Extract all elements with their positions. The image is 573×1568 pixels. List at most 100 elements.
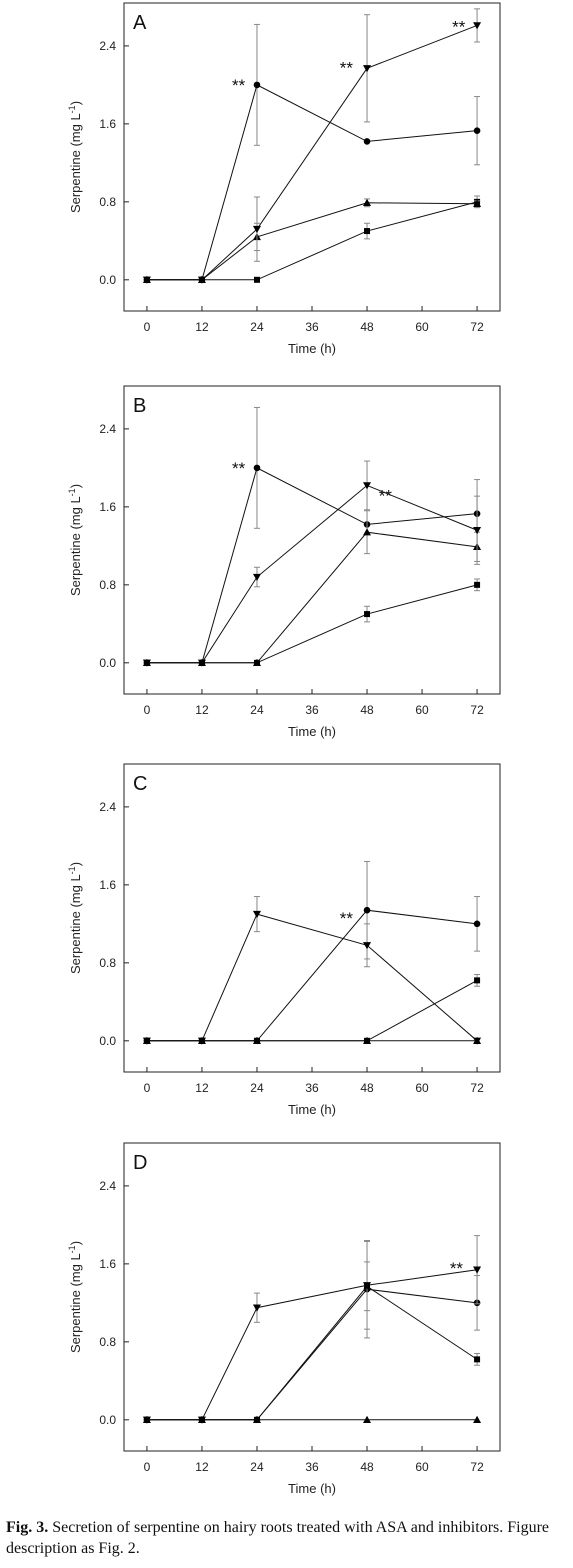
panel-d-y-tick-label: 0.0 bbox=[99, 1413, 116, 1427]
panel-a-series-triangle-up bbox=[142, 198, 482, 284]
panel-b-y-tick-label: 0.8 bbox=[99, 578, 116, 592]
panel-d-data-point bbox=[473, 1266, 482, 1274]
panel-a-data-point bbox=[142, 276, 151, 284]
panel-a-x-tick-label: 0 bbox=[144, 320, 151, 334]
panel-d: D 0 12 24 36 48 60 72 0.0 0.8 1.6 2.4 Time (h) Serpen… bbox=[67, 1142, 501, 1496]
panel-d-x-tick-label: 12 bbox=[195, 1460, 209, 1474]
panel-d-series-triangle-down bbox=[142, 1235, 482, 1424]
panel-d-data-point bbox=[252, 1415, 261, 1424]
caption-label: Fig. 3. bbox=[6, 1519, 49, 1536]
panel-d-y-tick-label: 2.4 bbox=[99, 1179, 116, 1193]
panel-a-label: A bbox=[133, 12, 147, 34]
panel-c-x-tick-label: 36 bbox=[305, 1081, 319, 1095]
panel-d-y-tick-label: 0.8 bbox=[99, 1335, 116, 1349]
panel-c-label: C bbox=[133, 773, 147, 795]
panel-b-data-point bbox=[197, 659, 206, 667]
panel-b-x-tick-label: 48 bbox=[360, 703, 374, 717]
panel-a-x-tick-label: 48 bbox=[360, 320, 374, 334]
panel-a-x-tick-label: 12 bbox=[195, 320, 209, 334]
panel-d-series-line bbox=[146, 1285, 478, 1421]
panel-a-y-tick-label: 2.4 bbox=[99, 39, 116, 53]
panel-b-label: B bbox=[133, 395, 146, 417]
panel-a-data-point bbox=[364, 228, 371, 235]
panel-b-series-triangle-down bbox=[142, 460, 482, 667]
panel-d-series-line bbox=[146, 1269, 478, 1421]
panel-a-series-square bbox=[143, 195, 481, 283]
panel-d-data-point bbox=[363, 1415, 372, 1424]
panel-a-data-point bbox=[473, 22, 482, 30]
panel-a-data-point bbox=[253, 276, 260, 283]
panel-b-series-circle bbox=[143, 406, 481, 667]
panel-c-data-point bbox=[142, 1037, 151, 1045]
panel-c-y-tick-label: 1.6 bbox=[99, 878, 116, 892]
panel-b-data-point bbox=[363, 528, 372, 536]
figure-caption: Fig. 3. Secretion of serpentine on hairy… bbox=[6, 1517, 571, 1559]
panel-c-x-tick-label: 48 bbox=[360, 1081, 374, 1095]
panel-b-y-tick-label: 2.4 bbox=[99, 422, 116, 436]
panel-d-data-point bbox=[363, 1282, 372, 1290]
panel-b-data-point bbox=[252, 573, 261, 582]
panel-b-x-tick-label: 36 bbox=[305, 703, 319, 717]
panel-b-data-point bbox=[364, 611, 371, 618]
panel-c-y-tick-label: 0.8 bbox=[99, 956, 116, 970]
panel-a-significance-mark: ** bbox=[340, 58, 354, 77]
panel-b-y-axis-label: Serpentine (mg L-1) bbox=[67, 484, 83, 596]
panel-b-data-point bbox=[474, 581, 481, 588]
panel-d-significance-mark: ** bbox=[450, 1259, 464, 1278]
panel-c-x-tick-label: 60 bbox=[415, 1081, 429, 1095]
panel-c-x-tick-label: 24 bbox=[250, 1081, 264, 1095]
panel-d-y-axis-label: Serpentine (mg L-1) bbox=[67, 1241, 83, 1353]
panel-c-series-line bbox=[146, 913, 478, 1042]
panel-a-x-tick-label: 60 bbox=[415, 320, 429, 334]
panel-a-x-tick-label: 72 bbox=[470, 320, 484, 334]
panel-c-x-axis-label: Time (h) bbox=[288, 1102, 336, 1117]
panel-b-data-point bbox=[363, 482, 372, 490]
panel-d-x-tick-label: 36 bbox=[305, 1460, 319, 1474]
panel-a-x-tick-label: 24 bbox=[250, 320, 264, 334]
panel-a-series-line bbox=[146, 201, 478, 281]
panel-d-data-point bbox=[142, 1416, 151, 1424]
panel-b-y-tick-label: 1.6 bbox=[99, 500, 116, 514]
panel-b-series-line bbox=[146, 467, 478, 664]
panel-c-significance-mark: ** bbox=[340, 909, 354, 928]
panel-d-data-point bbox=[197, 1416, 206, 1424]
panel-d-y-tick-label: 1.6 bbox=[99, 1257, 116, 1271]
panel-a-series-line bbox=[146, 84, 478, 281]
panel-d-series-circle bbox=[143, 1239, 481, 1424]
panel-a-data-point bbox=[253, 81, 261, 89]
panel-a-data-point bbox=[363, 138, 371, 145]
panel-b-series-triangle-up bbox=[142, 510, 482, 667]
panel-a-significance-mark: ** bbox=[452, 17, 466, 36]
panel-c-series-triangle-down bbox=[142, 896, 482, 1045]
panel-a-series-line bbox=[146, 24, 478, 281]
panel-a-y-axis-label: Serpentine (mg L-1) bbox=[67, 101, 83, 213]
panel-c-series-circle bbox=[143, 860, 481, 1045]
panel-c-data-point bbox=[197, 1037, 206, 1045]
panel-b-series-line bbox=[146, 484, 478, 664]
panel-c: C 0 12 24 36 48 60 72 0.0 0.8 1.6 2.4 Time (h) Serpen… bbox=[67, 763, 501, 1117]
panel-d-data-point bbox=[474, 1356, 481, 1363]
panel-b-significance-mark: ** bbox=[379, 486, 393, 505]
panel-a: A 0 12 24 36 48 60 72 0.0 0.8 1.6 2.4 Time (h) Serpen… bbox=[67, 2, 501, 356]
panel-a-y-tick-label: 0.0 bbox=[99, 273, 116, 287]
panel-d-x-axis-label: Time (h) bbox=[288, 1481, 336, 1496]
panel-d-x-tick-label: 72 bbox=[470, 1460, 484, 1474]
panel-b-x-tick-label: 0 bbox=[144, 703, 151, 717]
panel-c-data-point bbox=[252, 910, 261, 919]
panel-d-x-tick-label: 24 bbox=[250, 1460, 264, 1474]
panel-c-x-tick-label: 0 bbox=[144, 1081, 151, 1095]
panel-d-x-tick-label: 48 bbox=[360, 1460, 374, 1474]
panel-a-significance-mark: ** bbox=[232, 76, 246, 95]
panel-b-significance-mark: ** bbox=[232, 459, 246, 478]
panel-a-data-point bbox=[252, 225, 261, 234]
panel-b-y-tick-label: 0.0 bbox=[99, 656, 116, 670]
panel-d-series-line bbox=[146, 1288, 478, 1421]
panel-c-data-point bbox=[473, 1037, 482, 1045]
panel-c-data-point bbox=[363, 906, 371, 914]
panel-a-data-point bbox=[363, 65, 372, 73]
panel-d-data-point bbox=[473, 1415, 482, 1424]
panel-a-data-point bbox=[363, 198, 372, 207]
panel-c-data-point bbox=[252, 1036, 261, 1045]
panel-c-series-square bbox=[143, 974, 481, 1044]
